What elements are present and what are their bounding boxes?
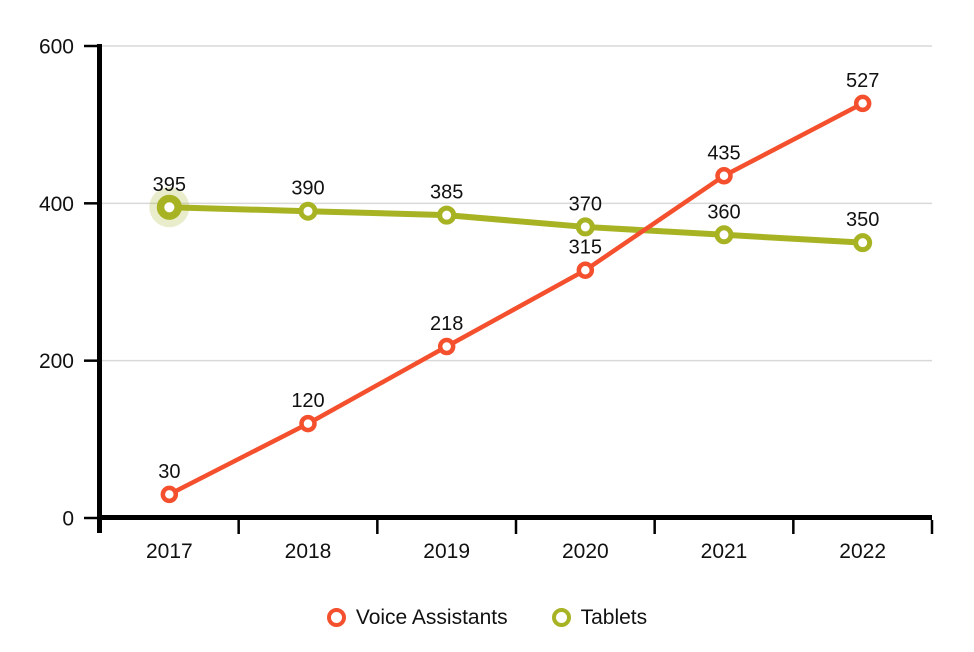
data-point-voice-assistants-2021[interactable] [715,167,733,185]
x-tick-label-2018: 2018 [285,540,332,563]
data-point-voice-assistants-2022[interactable] [853,94,872,113]
voice-assistants-marker-icon [326,607,346,627]
y-tick-label-400: 400 [39,193,74,216]
legend-item-tablets[interactable]: Tablets [551,605,648,629]
data-label-tablets-2022: 350 [846,209,879,231]
series-line-tablets [166,204,866,246]
legend-label-voice-assistants: Voice Assistants [355,605,508,629]
y-tick-label-600: 600 [39,36,74,59]
data-label-tablets-2021: 360 [707,201,740,223]
data-point-tablets-2022[interactable] [853,233,873,253]
data-label-tablets-2018: 390 [291,178,324,200]
data-point-tablets-2018[interactable] [298,201,318,221]
x-tick-label-2019: 2019 [423,540,470,563]
data-point-tablets-2017[interactable] [156,194,182,220]
chart-plot-area: 0 200 400 600 2017 2018 2019 2020 2021 2022 30 120 2… [39,36,934,563]
chart-legend: Voice Assistants Tablets [0,598,974,636]
data-point-voice-assistants-2019[interactable] [437,337,456,356]
tablets-marker-icon [551,607,571,627]
data-label-voice-assistants-2017: 30 [158,461,180,483]
x-tick-label-2017: 2017 [146,540,193,563]
data-label-voice-assistants-2021: 435 [707,142,740,164]
data-label-voice-assistants-2018: 120 [291,390,324,412]
data-point-voice-assistants-2017[interactable] [160,485,179,504]
x-tick-label-2022: 2022 [839,540,886,563]
data-label-tablets-2019: 385 [430,182,463,204]
x-tick-label-2021: 2021 [701,540,748,563]
legend-item-voice-assistants[interactable]: Voice Assistants [326,605,508,629]
y-tick-label-0: 0 [62,508,74,531]
data-label-voice-assistants-2022: 527 [846,70,879,92]
data-point-voice-assistants-2020[interactable] [576,261,595,279]
y-tick-label-200: 200 [39,350,74,373]
x-tick-label-2020: 2020 [562,540,609,563]
data-label-voice-assistants-2020: 315 [569,237,602,259]
legend-label-tablets: Tablets [580,605,648,629]
series-line-voice-assistants [167,101,865,497]
data-point-tablets-2019[interactable] [437,205,457,225]
data-label-voice-assistants-2019: 218 [430,313,463,335]
data-point-voice-assistants-2018[interactable] [299,414,317,433]
data-label-tablets-2017: 395 [153,174,186,196]
data-label-tablets-2020: 370 [569,193,602,215]
data-point-tablets-2020[interactable] [575,217,595,237]
data-point-tablets-2021[interactable] [714,225,734,245]
